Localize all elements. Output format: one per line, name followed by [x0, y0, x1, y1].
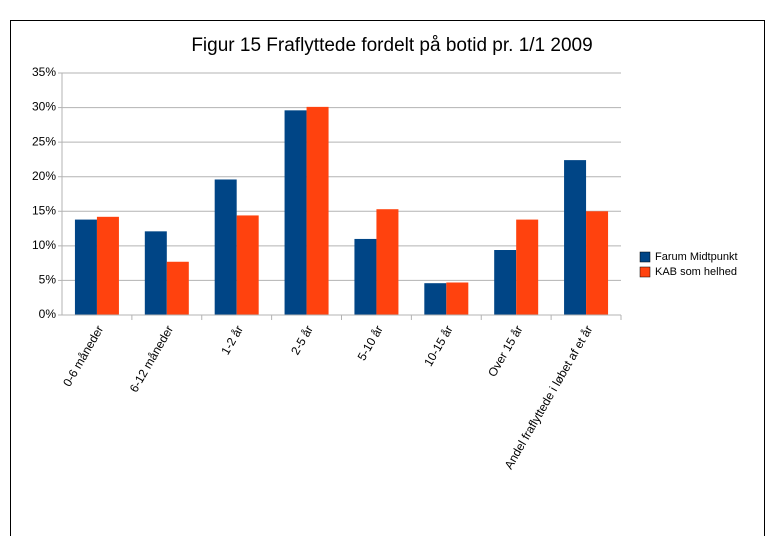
y-tick-label: 20% — [32, 169, 56, 183]
bar — [74, 219, 97, 315]
bar — [354, 238, 377, 315]
bar — [284, 110, 307, 315]
bar — [166, 261, 189, 315]
bar — [446, 282, 469, 315]
bar — [516, 219, 539, 315]
y-tick-label: 35% — [32, 65, 56, 79]
y-tick-label: 0% — [39, 307, 57, 321]
chart-title: Figur 15 Fraflyttede fordelt på botid pr… — [191, 35, 592, 56]
legend-label: Farum Midtpunkt — [655, 251, 738, 263]
bar — [96, 216, 119, 315]
bar — [214, 179, 237, 315]
bar — [144, 231, 167, 315]
legend-swatch — [639, 251, 651, 263]
bar — [236, 215, 259, 315]
bar — [306, 106, 329, 315]
y-tick-label: 10% — [32, 238, 56, 252]
y-tick-label: 25% — [32, 134, 56, 148]
legend-swatch — [639, 266, 651, 278]
y-tick-label: 15% — [32, 203, 56, 217]
bar — [494, 250, 517, 315]
y-tick-label: 30% — [32, 100, 56, 114]
bar — [424, 283, 447, 315]
legend-label: KAB som helhed — [655, 266, 737, 278]
y-tick-label: 5% — [39, 273, 57, 287]
bar — [564, 160, 587, 315]
bar — [586, 211, 609, 315]
bar — [376, 209, 399, 315]
